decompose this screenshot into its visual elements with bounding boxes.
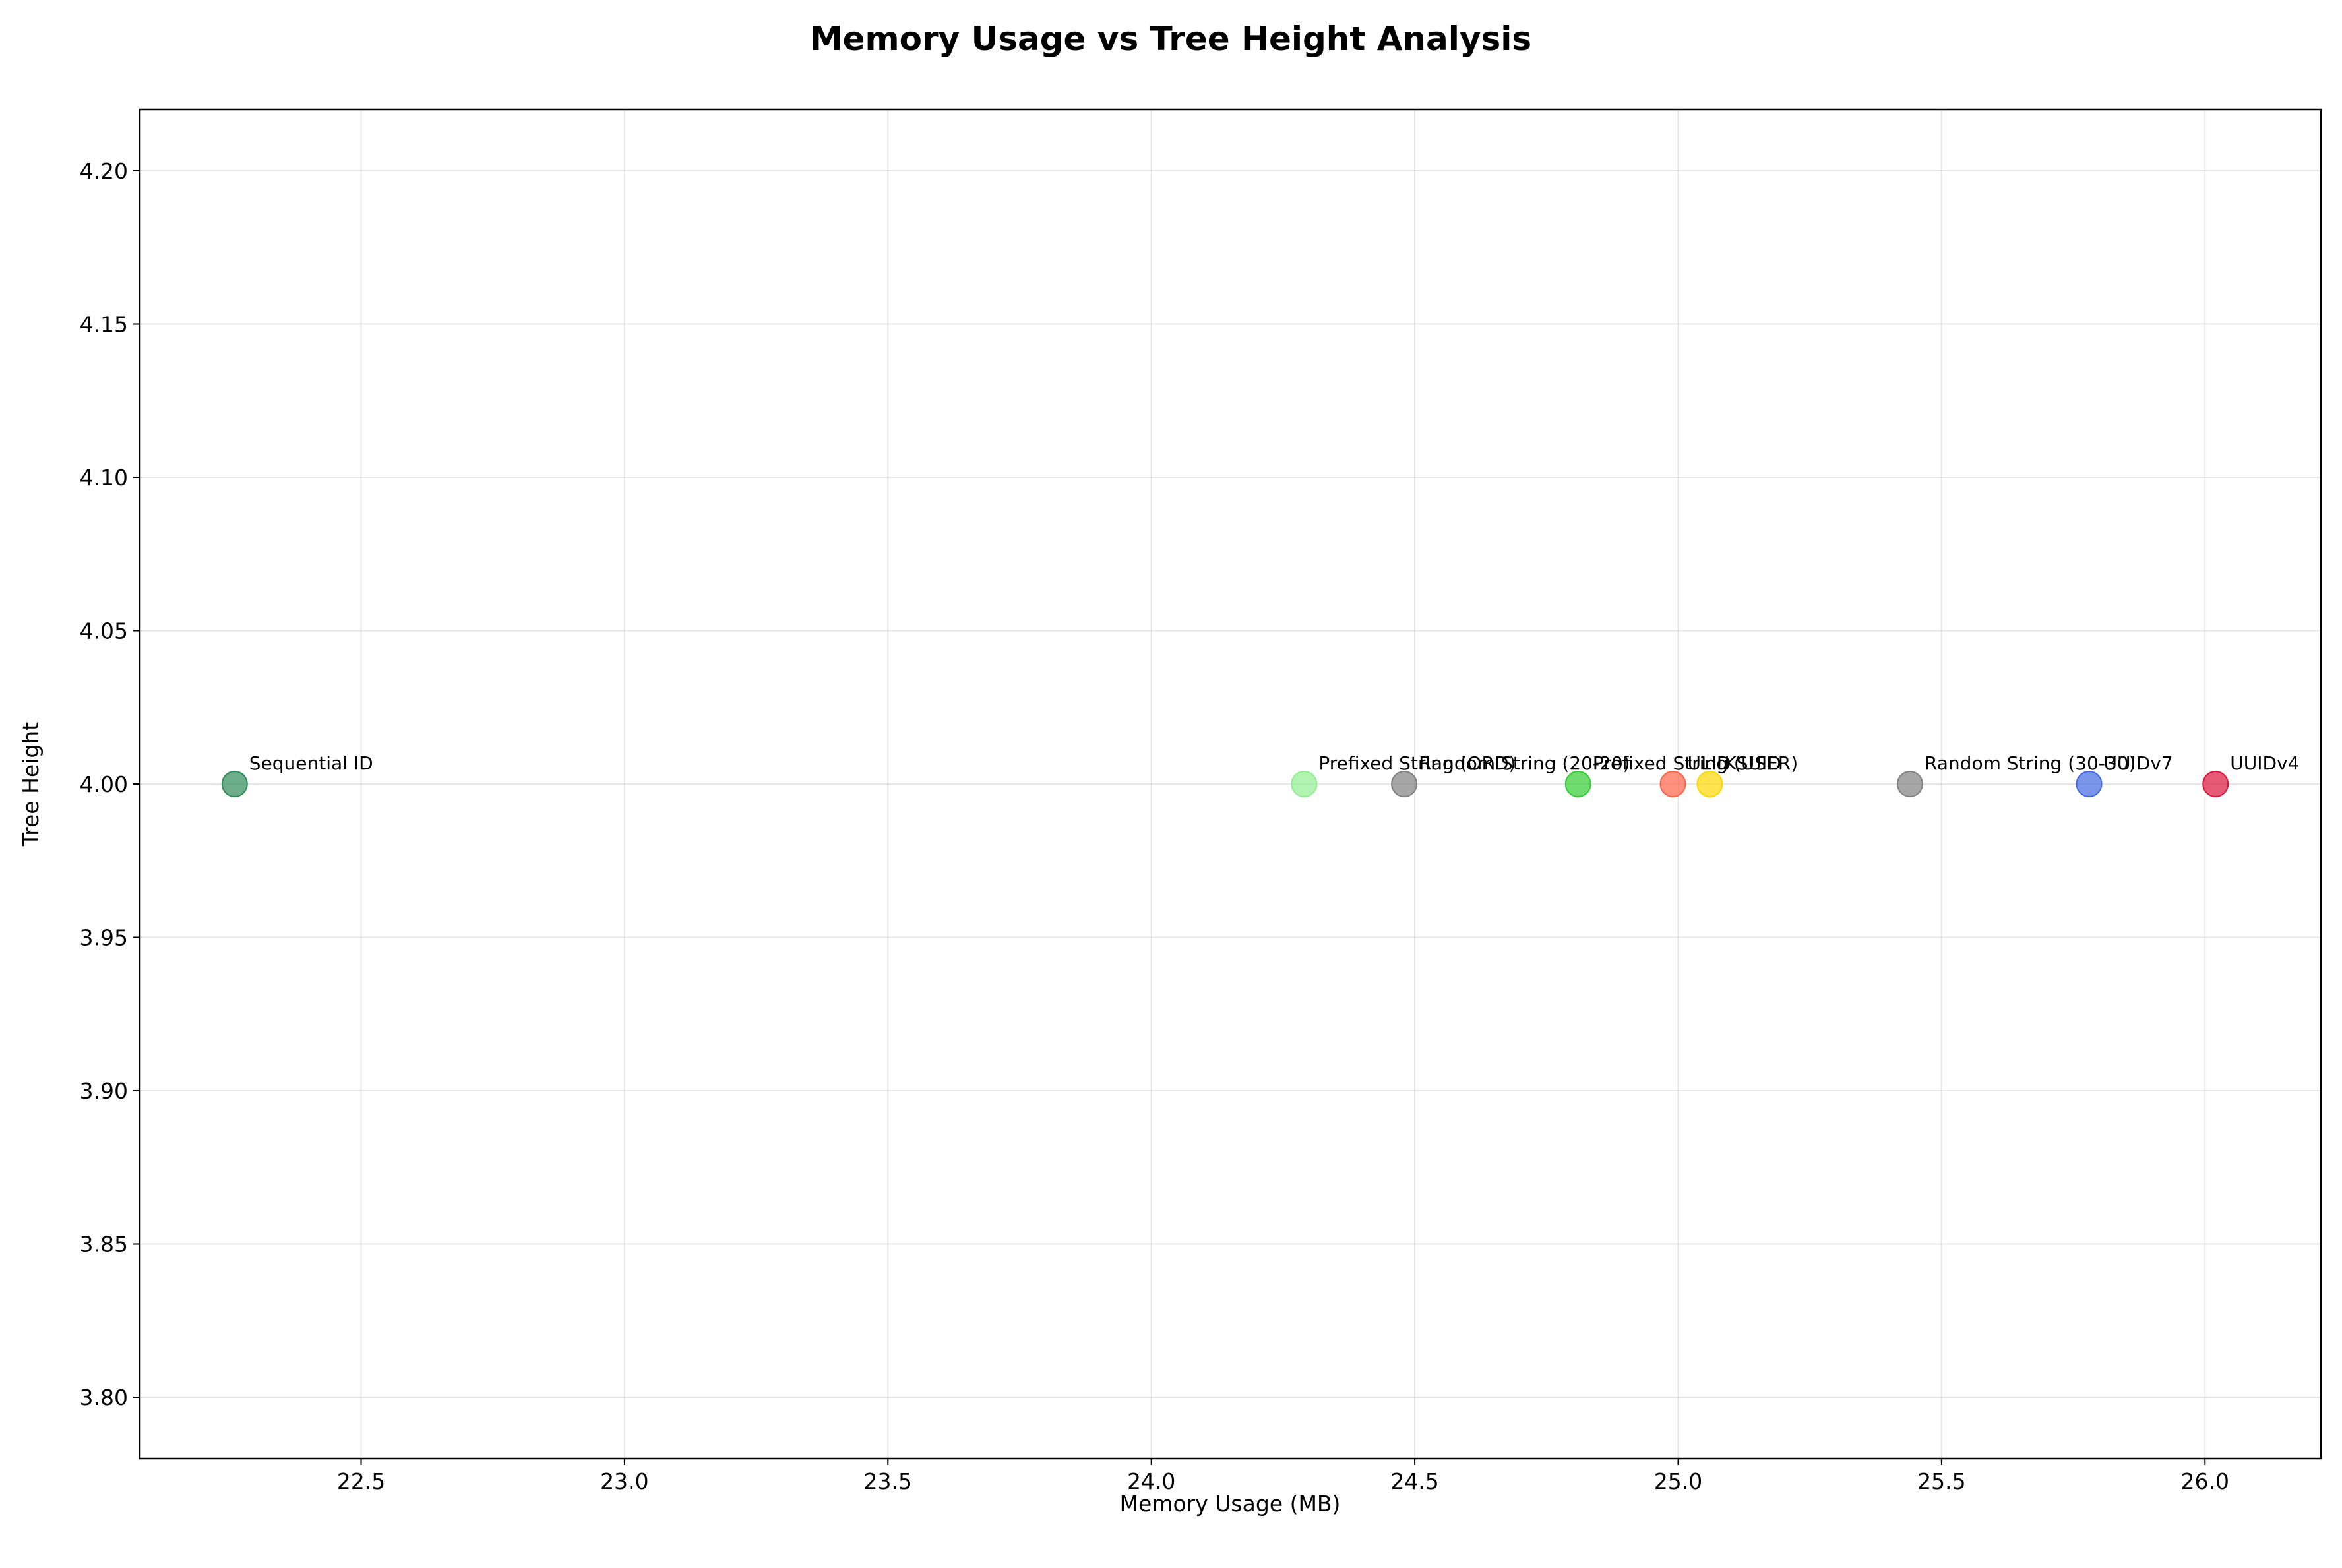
data-point-label: ULID (1687, 752, 1731, 774)
y-tick-label: 3.85 (80, 1232, 128, 1257)
point-labels: Sequential ID Prefixed String (ORD)Random… (249, 752, 2300, 774)
data-point-label: UUIDv7 (2104, 752, 2173, 774)
y-tick-label: 4.10 (80, 465, 128, 491)
data-point-label: Sequential ID (249, 752, 373, 774)
data-point-label: Random String (30-30) (1925, 752, 2136, 774)
x-tick-label: 25.5 (1917, 1468, 1965, 1494)
y-tick-label: 3.90 (80, 1078, 128, 1104)
data-point-label: UUIDv4 (2230, 752, 2299, 774)
x-tick-label: 24.5 (1390, 1468, 1438, 1494)
y-axis-label: Tree Height (18, 722, 44, 847)
data-points (221, 771, 2229, 797)
data-point-label: Random String (20-20) (1419, 752, 1630, 774)
data-point-label: Prefixed String (ORD) (1318, 752, 1516, 774)
y-tick-label: 4.05 (80, 618, 128, 644)
y-tick-label: 4.20 (80, 158, 128, 184)
x-tick-label: 25.0 (1654, 1468, 1702, 1494)
x-tick-label: 23.5 (864, 1468, 912, 1494)
data-point (2202, 771, 2229, 797)
y-tick-label: 3.80 (80, 1385, 128, 1410)
data-point (1659, 771, 1686, 797)
x-tick-label: 24.0 (1127, 1468, 1175, 1494)
y-tick-label: 4.00 (80, 771, 128, 797)
data-point (1564, 771, 1591, 797)
y-tick-label: 4.15 (80, 312, 128, 338)
data-point-label: Prefixed String (USER) (1593, 752, 1799, 774)
data-point-label: KSUID (1724, 752, 1781, 774)
x-axis-ticks: 22.5 23.0 23.5 24.0 24.5 25.0 25.5 26.0 (337, 1459, 2229, 1494)
data-point (1291, 771, 1318, 797)
y-tick-label: 3.95 (80, 925, 128, 951)
x-tick-label: 26.0 (2181, 1468, 2229, 1494)
data-point (1696, 771, 1723, 797)
data-point (221, 771, 248, 797)
data-point (1896, 771, 1923, 797)
x-tick-label: 22.5 (337, 1468, 385, 1494)
y-axis-ticks: 3.80 3.85 3.90 3.95 4.00 4.05 4.10 4.15 4.20 (80, 158, 140, 1410)
data-point (1391, 771, 1418, 797)
x-tick-label: 23.0 (600, 1468, 648, 1494)
data-point (2076, 771, 2103, 797)
chart-title: Memory Usage vs Tree Height Analysis (810, 20, 1531, 58)
x-axis-label: Memory Usage (MB) (1120, 1491, 1341, 1517)
